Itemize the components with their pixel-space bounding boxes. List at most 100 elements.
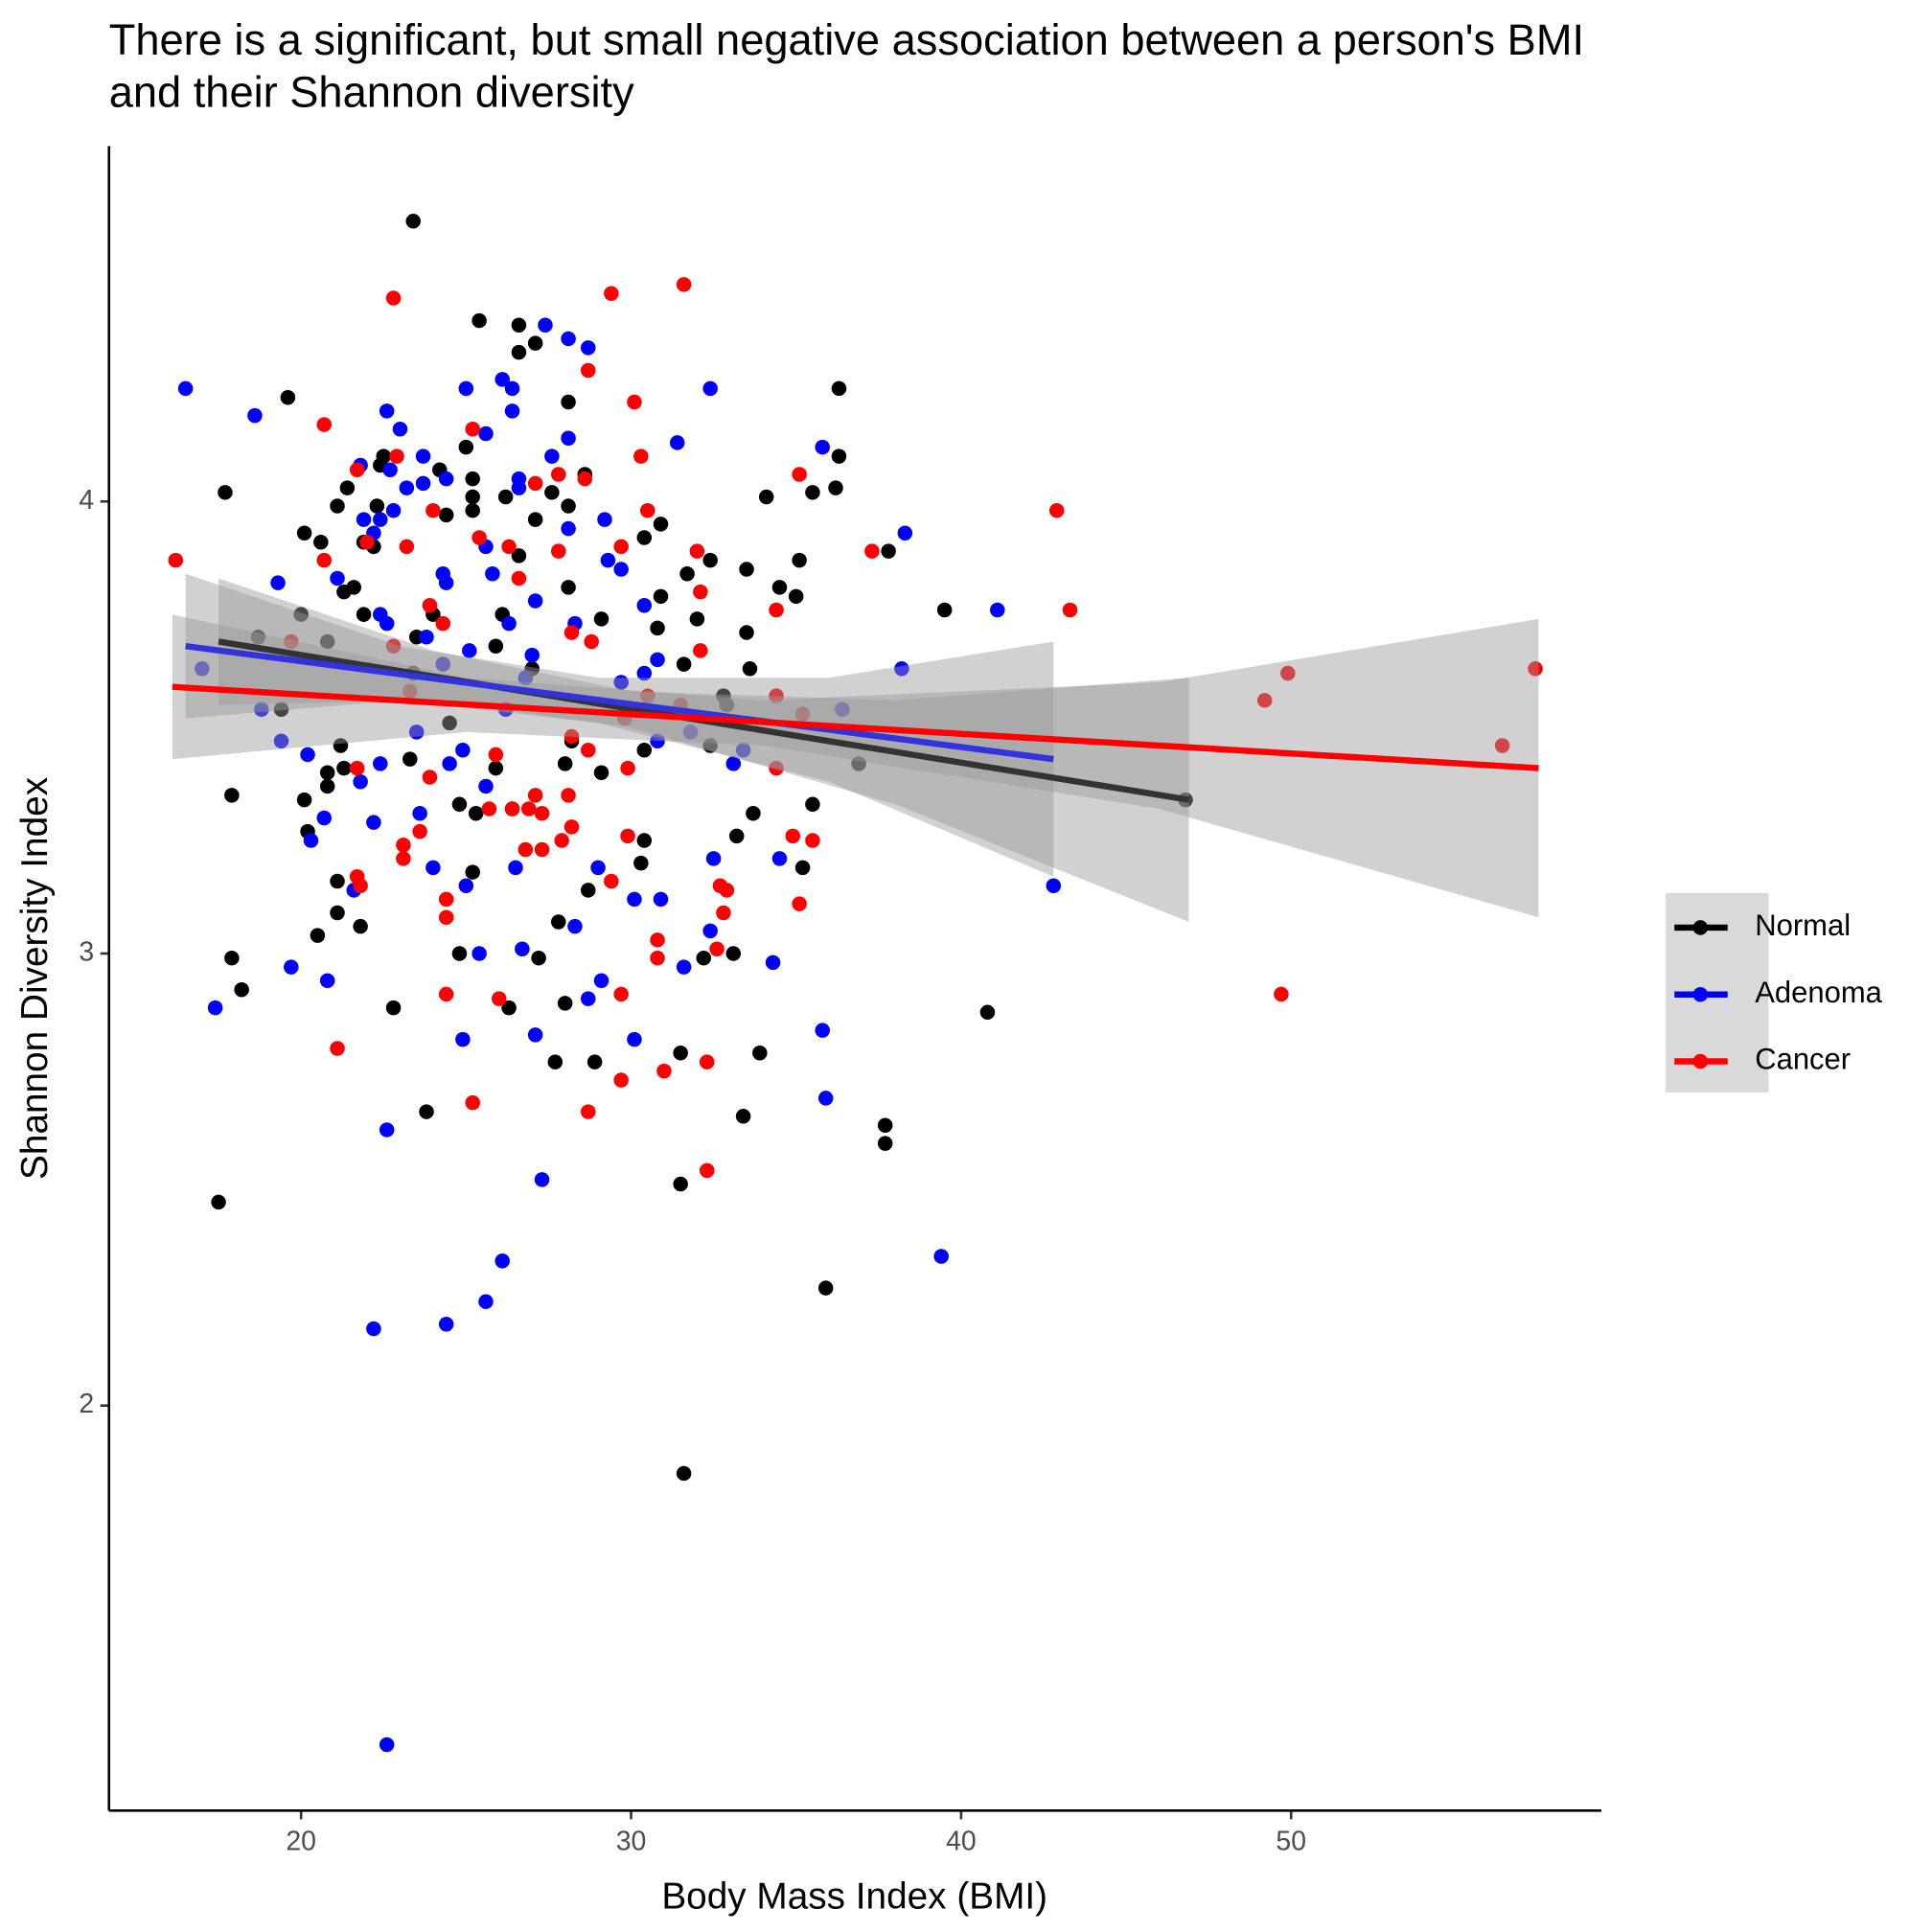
data-point	[518, 841, 534, 858]
data-point	[580, 991, 596, 1006]
data-point	[554, 833, 569, 848]
data-point	[620, 760, 635, 776]
data-point	[485, 565, 500, 582]
data-point	[689, 611, 705, 627]
data-point	[792, 896, 807, 911]
data-point	[627, 1031, 642, 1047]
data-point	[557, 756, 573, 771]
data-point	[653, 891, 669, 908]
data-point	[613, 562, 629, 577]
data-point	[650, 652, 665, 668]
data-point	[385, 290, 402, 306]
data-point	[1274, 986, 1289, 1002]
ticks: 20 30 40 50 2 3 4	[79, 485, 1306, 1857]
data-point	[254, 702, 269, 718]
data-point	[561, 394, 576, 410]
data-point	[379, 1736, 395, 1753]
data-point	[613, 675, 629, 690]
data-point	[303, 833, 319, 848]
legend-label: Normal	[1755, 908, 1851, 942]
data-point	[458, 380, 474, 397]
data-point	[719, 883, 735, 898]
data-point	[702, 923, 718, 939]
data-point	[412, 823, 427, 840]
data-point	[561, 520, 576, 537]
data-point	[544, 485, 560, 500]
data-point	[284, 633, 299, 650]
data-point	[550, 543, 566, 559]
data-point	[604, 286, 619, 302]
data-point	[794, 860, 811, 876]
data-point	[511, 471, 527, 487]
data-point	[1048, 502, 1065, 518]
data-point	[696, 950, 712, 966]
data-point	[673, 1046, 688, 1061]
data-point	[415, 475, 431, 492]
data-point	[794, 706, 811, 722]
confidence-band	[185, 573, 1054, 877]
data-point	[805, 485, 820, 500]
data-point	[1494, 738, 1510, 753]
data-point	[584, 633, 599, 650]
data-point	[426, 860, 441, 876]
data-point	[534, 841, 550, 858]
data-point	[280, 390, 296, 405]
data-point	[349, 760, 365, 776]
data-point	[650, 620, 665, 636]
data-point	[465, 489, 480, 505]
data-point	[653, 517, 669, 532]
data-point	[593, 973, 610, 989]
data-point	[224, 950, 240, 966]
data-point	[478, 1294, 494, 1309]
data-point	[881, 543, 896, 559]
data-point	[650, 932, 665, 948]
data-point	[702, 380, 718, 397]
data-point	[689, 543, 705, 559]
data-point	[379, 1122, 395, 1138]
data-point	[877, 1136, 893, 1151]
data-point	[359, 534, 375, 550]
data-point	[771, 580, 788, 595]
chart-title: and their Shannon diversity	[109, 67, 634, 116]
data-point	[379, 615, 395, 632]
legend-dot	[1692, 920, 1709, 935]
data-point	[353, 773, 368, 790]
data-point	[705, 851, 722, 866]
data-point	[316, 552, 333, 568]
data-point	[524, 647, 540, 663]
data-point	[653, 588, 669, 605]
data-point	[639, 502, 656, 518]
data-point	[224, 788, 240, 803]
data-point	[613, 986, 629, 1002]
data-point	[561, 788, 576, 803]
data-point	[561, 580, 576, 595]
data-point	[468, 805, 484, 821]
data-point	[455, 1031, 471, 1047]
data-point	[313, 534, 329, 550]
data-point	[636, 598, 653, 613]
data-point	[676, 959, 692, 975]
data-point	[550, 914, 566, 930]
data-point	[458, 439, 474, 455]
x-tick-label: 40	[946, 1826, 977, 1856]
data-point	[455, 742, 471, 758]
data-point	[613, 539, 629, 555]
data-point	[716, 688, 731, 703]
data-point	[815, 439, 830, 455]
data-point	[435, 656, 450, 672]
data-point	[561, 430, 576, 446]
data-point	[465, 471, 480, 487]
data-point	[472, 530, 487, 545]
data-point	[600, 552, 616, 568]
data-point	[676, 656, 692, 672]
data-point	[218, 485, 233, 500]
data-point	[877, 1117, 893, 1133]
data-point	[207, 1000, 223, 1016]
data-point	[864, 543, 880, 559]
data-point	[831, 448, 847, 464]
data-point	[494, 1253, 510, 1269]
data-point	[561, 331, 576, 347]
data-point	[438, 891, 454, 908]
data-point	[527, 512, 543, 527]
